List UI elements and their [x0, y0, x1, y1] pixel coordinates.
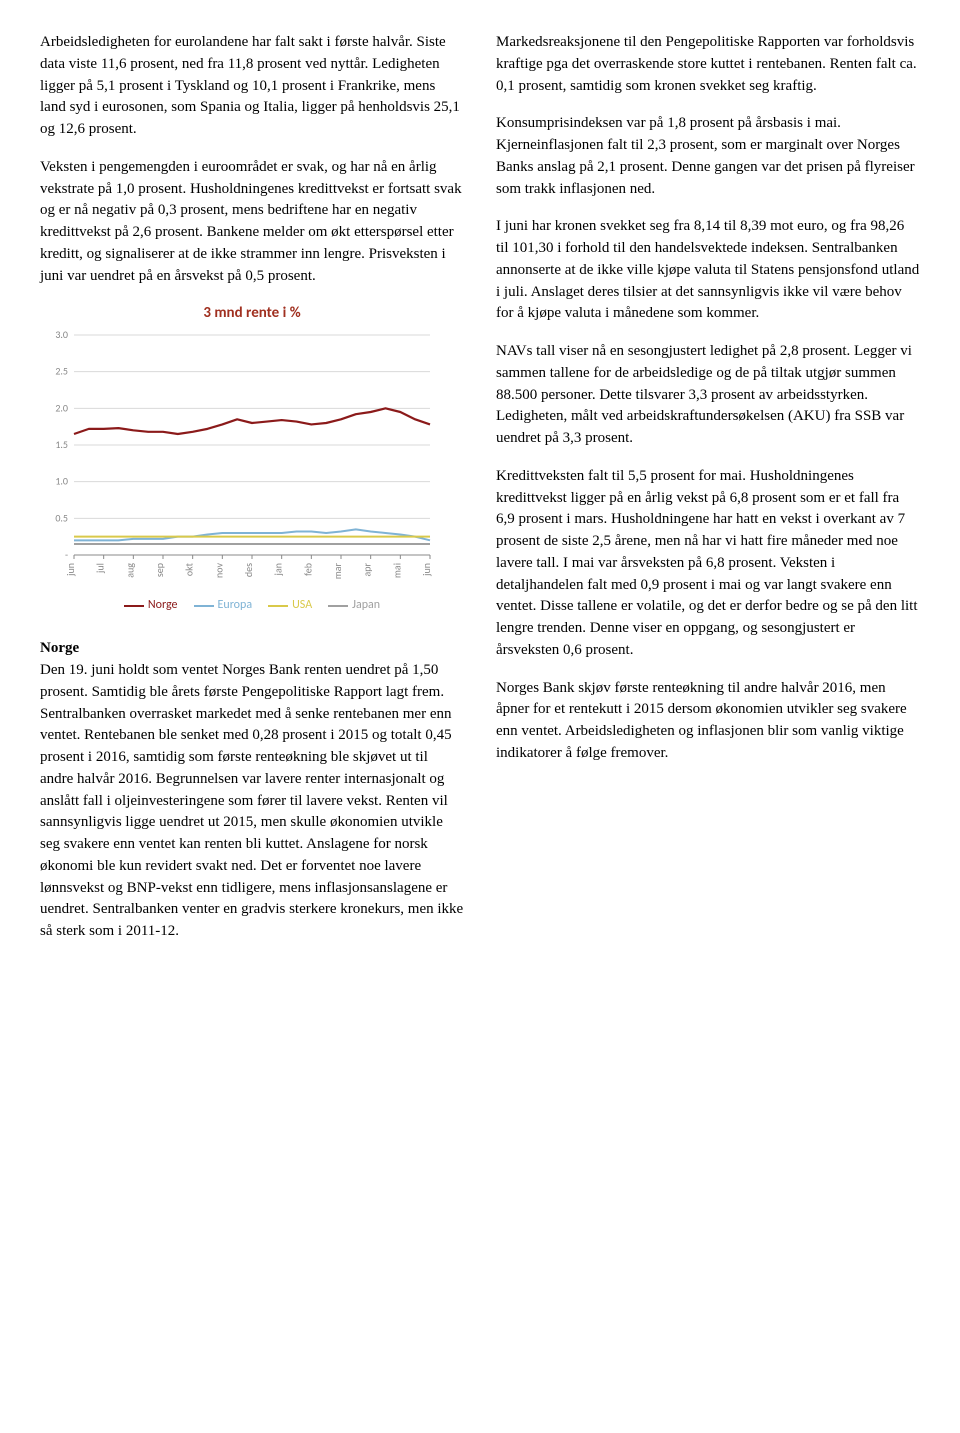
chart-legend: Norge Europa USA Japan: [40, 597, 464, 614]
svg-text:jul: jul: [94, 563, 107, 574]
svg-text:mai: mai: [390, 563, 403, 578]
left-para-3: Den 19. juni holdt som ventet Norges Ban…: [40, 660, 464, 943]
chart-svg: - 0.5 1.0 1.5 2.0 2.5 3.0 jun jul aug sep okt nov des…: [40, 329, 440, 589]
svg-text:mar: mar: [331, 562, 344, 579]
left-para-1: Arbeidsledigheten for eurolandene har fa…: [40, 32, 464, 141]
svg-text:feb: feb: [301, 563, 314, 576]
right-para-2: Konsumprisindeksen var på 1,8 prosent på…: [496, 113, 920, 200]
svg-text:-: -: [65, 548, 68, 561]
svg-text:apr: apr: [361, 562, 374, 576]
legend-swatch: [124, 605, 144, 607]
legend-item: Japan: [328, 597, 380, 614]
svg-text:2.0: 2.0: [55, 401, 68, 414]
right-para-6: Norges Bank skjøv første renteøkning til…: [496, 678, 920, 765]
legend-label: USA: [292, 597, 312, 614]
legend-swatch: [194, 605, 214, 607]
right-para-4: NAVs tall viser nå en sesongjustert ledi…: [496, 341, 920, 450]
svg-text:jan: jan: [272, 563, 285, 576]
interest-rate-chart: 3 mnd rente i % - 0.5 1.0 1.5 2.0 2.5 3.0 jun ju…: [40, 303, 464, 614]
right-para-5: Kredittveksten falt til 5,5 prosent for …: [496, 466, 920, 662]
svg-text:0.5: 0.5: [55, 511, 68, 524]
legend-label: Europa: [218, 597, 253, 614]
legend-label: Japan: [352, 597, 380, 614]
svg-text:jun: jun: [64, 563, 77, 577]
two-column-layout: Arbeidsledigheten for eurolandene har fa…: [40, 32, 920, 959]
svg-text:aug: aug: [123, 563, 136, 578]
legend-item: Europa: [194, 597, 253, 614]
legend-label: Norge: [148, 597, 178, 614]
section-title-norge: Norge: [40, 640, 79, 656]
legend-swatch: [268, 605, 288, 607]
legend-swatch: [328, 605, 348, 607]
legend-item: USA: [268, 597, 312, 614]
svg-text:nov: nov: [212, 563, 225, 578]
right-para-1: Markedsreaksjonene til den Pengepolitisk…: [496, 32, 920, 97]
left-para-2: Veksten i pengemengden i euroområdet er …: [40, 157, 464, 288]
svg-text:1.5: 1.5: [55, 438, 68, 451]
svg-text:sep: sep: [153, 563, 166, 577]
svg-text:jun: jun: [420, 563, 433, 577]
right-para-3: I juni har kronen svekket seg fra 8,14 t…: [496, 216, 920, 325]
chart-title: 3 mnd rente i %: [40, 303, 464, 325]
svg-text:3.0: 3.0: [55, 329, 68, 341]
svg-text:des: des: [242, 563, 255, 577]
svg-text:2.5: 2.5: [55, 365, 68, 378]
svg-text:1.0: 1.0: [55, 475, 68, 488]
left-column: Arbeidsledigheten for eurolandene har fa…: [40, 32, 464, 959]
legend-item: Norge: [124, 597, 178, 614]
right-column: Markedsreaksjonene til den Pengepolitisk…: [496, 32, 920, 959]
svg-text:okt: okt: [183, 562, 196, 576]
